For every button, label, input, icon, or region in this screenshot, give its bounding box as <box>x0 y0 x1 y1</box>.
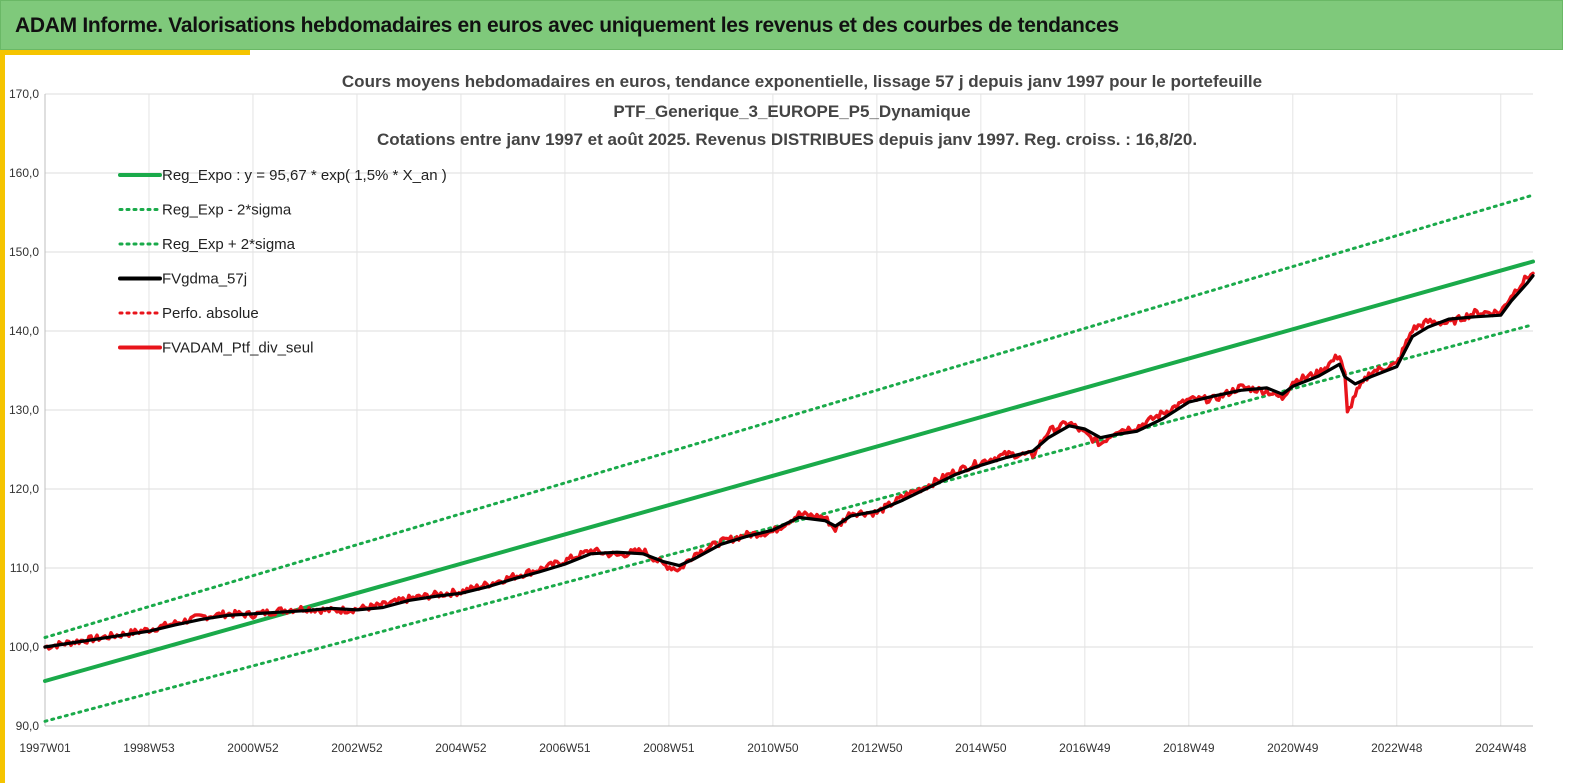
accent-bar-left <box>0 50 5 783</box>
x-tick-label: 2018W49 <box>1163 741 1215 755</box>
y-tick-label: 160,0 <box>9 166 39 180</box>
x-tick-label: 2012W50 <box>851 741 903 755</box>
series-line-3 <box>43 274 1535 649</box>
legend-label: FVgdma_57j <box>162 271 247 288</box>
x-tick-label: 2010W50 <box>747 741 799 755</box>
header-bar: ADAM Informe. Valorisations hebdomadaire… <box>0 0 1563 50</box>
legend-label: Perfo. absolue <box>162 305 259 322</box>
y-tick-label: 130,0 <box>9 403 39 417</box>
y-tick-label: 150,0 <box>9 245 39 259</box>
chart-title-line-3: Cotations entre janv 1997 et août 2025. … <box>377 130 1197 149</box>
legend: Reg_Expo : y = 95,67 * exp( 1,5% * X_an … <box>118 167 447 357</box>
x-tick-label: 2016W49 <box>1059 741 1111 755</box>
axes: 90,0 100,0 110,0 120,0 130,0 140,0 150,0 160,0 1… <box>9 87 1533 755</box>
series-layer <box>43 193 1535 723</box>
y-tick-label: 140,0 <box>9 324 39 338</box>
x-tick-label: 2002W52 <box>331 741 383 755</box>
x-tick-label: 2022W48 <box>1371 741 1423 755</box>
legend-label: Reg_Exp - 2*sigma <box>162 202 292 219</box>
page-title: ADAM Informe. Valorisations hebdomadaire… <box>15 14 1119 37</box>
accent-bar-top <box>0 50 250 55</box>
series-line-5 <box>43 271 1535 651</box>
x-tick-label: 2004W52 <box>435 741 487 755</box>
legend-label: FVADAM_Ptf_div_seul <box>162 340 313 357</box>
x-tick-label: 2006W51 <box>539 741 591 755</box>
x-tick-label: 2000W52 <box>227 741 279 755</box>
y-tick-label: 120,0 <box>9 482 39 496</box>
series-line-0 <box>43 259 1535 683</box>
series-line-2 <box>43 193 1535 639</box>
y-tick-label: 100,0 <box>9 640 39 654</box>
x-tick-label: 1997W01 <box>19 741 71 755</box>
chart-container: 90,0 100,0 110,0 120,0 130,0 140,0 150,0 160,0 1… <box>5 55 1563 779</box>
x-tick-label: 2008W51 <box>643 741 695 755</box>
x-tick-label: 2020W49 <box>1267 741 1319 755</box>
y-tick-label: 110,0 <box>10 561 39 575</box>
legend-label: Reg_Expo : y = 95,67 * exp( 1,5% * X_an … <box>162 167 447 184</box>
legend-label: Reg_Exp + 2*sigma <box>162 236 296 253</box>
x-tick-label: 2014W50 <box>955 741 1007 755</box>
grid-lines <box>44 93 1533 727</box>
y-tick-label: 90,0 <box>16 719 40 733</box>
y-tick-label: 170,0 <box>9 87 39 101</box>
chart-title: Cours moyens hebdomadaires en euros, ten… <box>342 72 1262 149</box>
chart-title-line-2: PTF_Generique_3_EUROPE_P5_Dynamique <box>613 102 970 121</box>
chart-title-line-1: Cours moyens hebdomadaires en euros, ten… <box>342 72 1262 91</box>
chart-svg: 90,0 100,0 110,0 120,0 130,0 140,0 150,0 160,0 1… <box>9 72 1535 755</box>
x-tick-label: 1998W53 <box>123 741 175 755</box>
x-tick-label: 2024W48 <box>1475 741 1527 755</box>
